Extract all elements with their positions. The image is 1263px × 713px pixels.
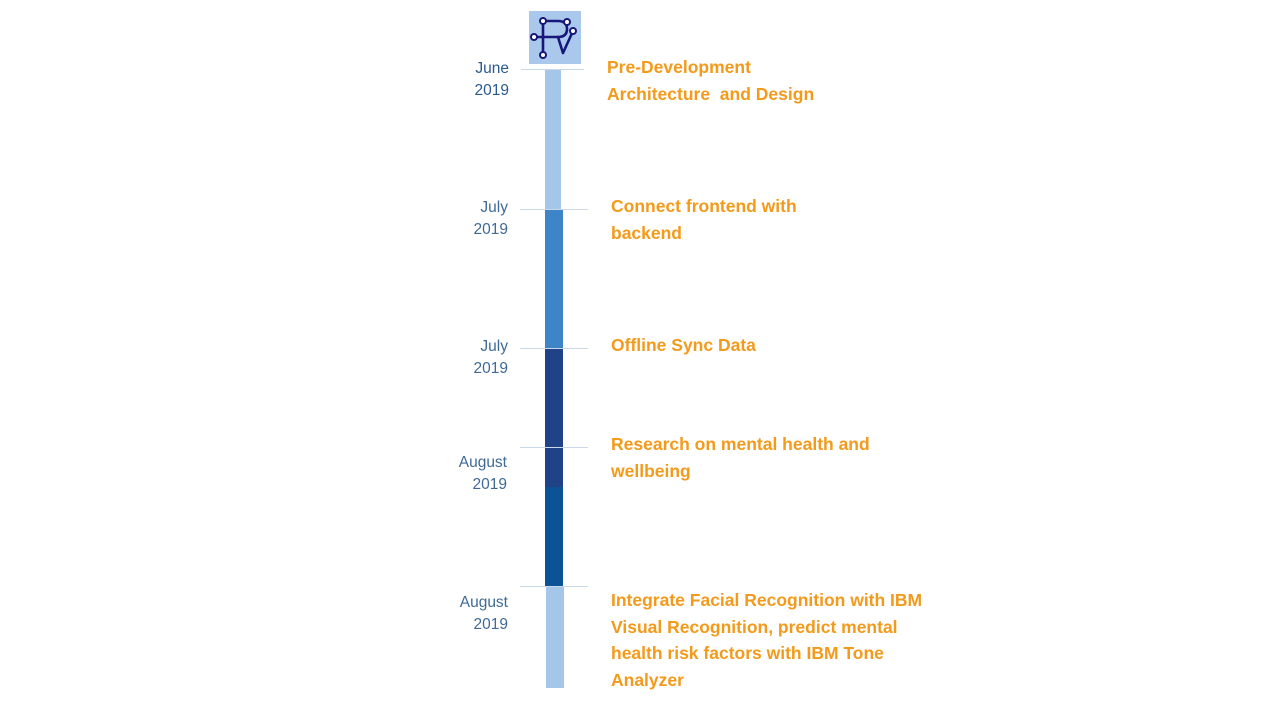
milestone-event-line: backend (611, 222, 682, 243)
milestone-event-line: wellbeing (611, 460, 691, 481)
timeline-segment (546, 586, 564, 688)
timeline-tick (520, 348, 588, 349)
milestone-event-line: Integrate Facial Recognition with IBM (611, 590, 923, 610)
milestone-year: 2019 (473, 616, 508, 633)
timeline-tick (521, 69, 584, 70)
milestone-year: 2019 (473, 221, 508, 238)
milestone-event-line: Architecture and Design (607, 83, 815, 104)
milestone-event: Pre-Development Architecture and Design (607, 54, 814, 107)
milestone-event-line: Pre-Development (607, 57, 751, 77)
timeline-segment (545, 69, 561, 209)
milestone-month: August (459, 594, 508, 611)
milestone-event: Research on mental health and wellbeing (611, 431, 870, 484)
timeline-tick (520, 209, 588, 210)
milestone-month: July (480, 338, 508, 355)
milestone-date: July 2019 (398, 336, 508, 380)
milestone-date: August 2019 (398, 592, 508, 636)
milestone-event-line: Research on mental health and (611, 434, 870, 454)
logo (529, 11, 581, 64)
milestone-month: July (480, 199, 508, 216)
timeline-segment (545, 348, 563, 487)
timeline-segment (545, 487, 563, 586)
milestone-event-line: health risk factors with IBM Tone (611, 643, 884, 663)
milestone-year: 2019 (474, 82, 509, 99)
circuit-r-logo-icon (530, 17, 577, 59)
milestone-date: June 2019 (399, 58, 509, 102)
milestone-event-line: Connect frontend with (611, 196, 797, 216)
milestone-event: Connect frontend with backend (611, 193, 797, 246)
milestone-event-line: Offline Sync Data (611, 335, 756, 355)
milestone-event-line: Visual Recognition, predict mental (611, 616, 898, 637)
milestone-year: 2019 (473, 360, 508, 377)
milestone-event: Integrate Facial Recognition with IBM Vis… (611, 587, 922, 693)
milestone-event-line: Analyzer (611, 669, 684, 690)
timeline-tick (520, 586, 588, 587)
milestone-event: Offline Sync Data (611, 332, 756, 359)
milestone-date: August 2019 (397, 452, 507, 496)
milestone-month: August (458, 454, 507, 471)
timeline-tick (520, 447, 588, 448)
timeline-segment (545, 209, 563, 348)
milestone-date: July 2019 (398, 197, 508, 241)
milestone-month: June (475, 60, 509, 77)
milestone-year: 2019 (472, 476, 507, 493)
